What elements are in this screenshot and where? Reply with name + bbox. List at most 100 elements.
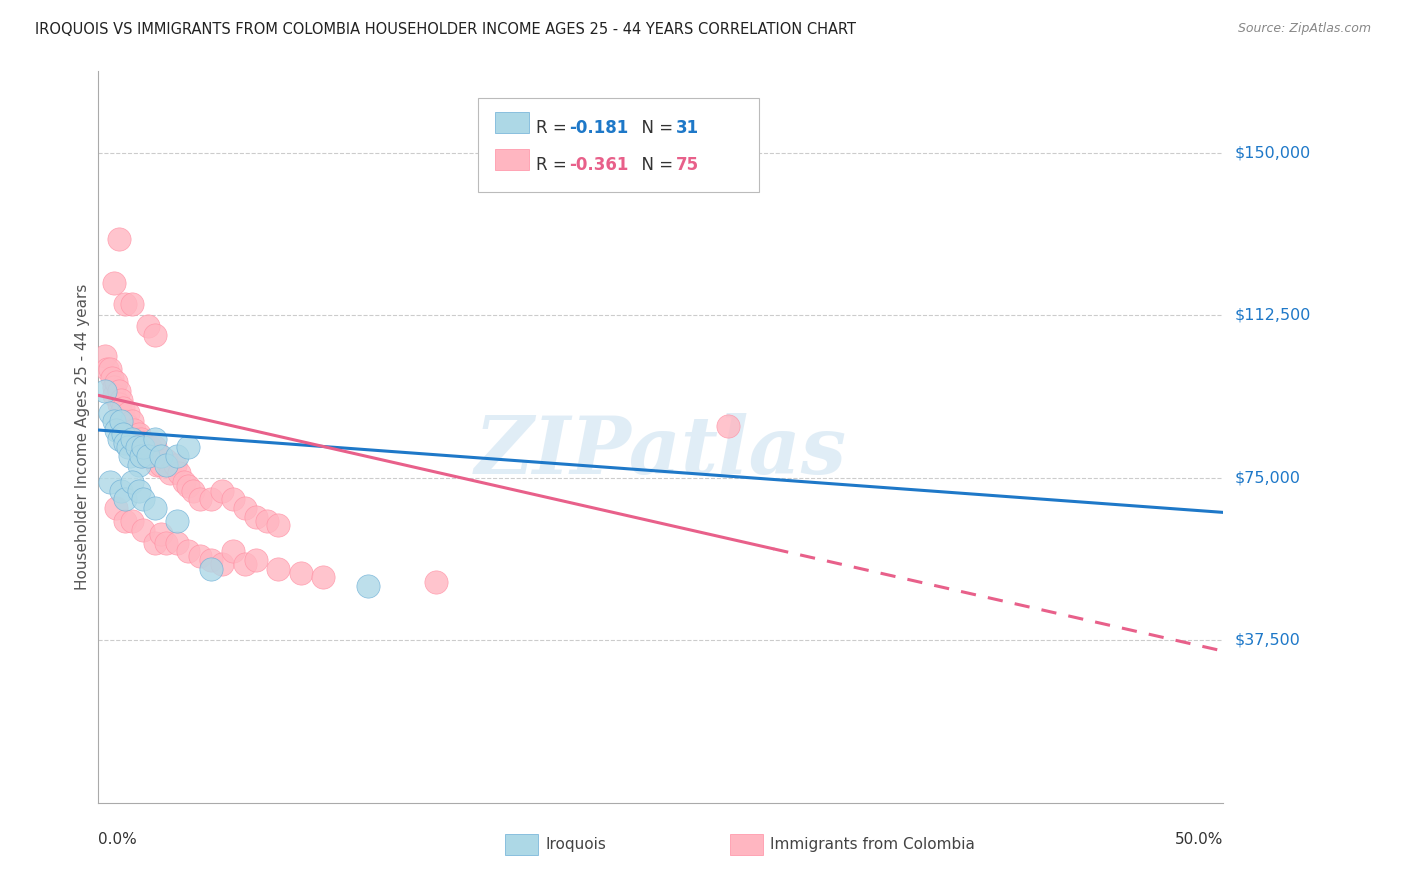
Point [188,549,211,563]
Text: $150,000: $150,000 [1234,145,1310,161]
Point [200,492,222,507]
Text: IROQUOIS VS IMMIGRANTS FROM COLOMBIA HOUSEHOLDER INCOME AGES 25 - 44 YEARS CORRE: IROQUOIS VS IMMIGRANTS FROM COLOMBIA HOU… [35,22,856,37]
Point [132,441,155,455]
Point [188,492,211,507]
Point [103,414,125,428]
Point [128,427,150,442]
Point [132,523,155,537]
Point [256,514,278,528]
Text: N =: N = [631,119,679,136]
Point [105,423,128,437]
Point [117,406,139,420]
Point [107,384,129,398]
Point [141,449,163,463]
Point [143,432,166,446]
Text: -0.361: -0.361 [569,156,628,174]
Point [117,418,139,433]
Text: ZIPatlas: ZIPatlas [475,413,846,491]
Point [150,527,173,541]
Point [114,297,136,311]
Text: Iroquois: Iroquois [546,838,606,852]
Point [98,475,121,489]
Point [121,297,143,311]
Point [290,566,312,580]
Point [103,276,125,290]
Point [121,432,143,446]
Point [132,436,155,450]
Point [114,436,136,450]
Point [105,501,128,516]
Point [173,475,195,489]
Point [110,406,132,420]
Point [107,432,129,446]
Text: $75,000: $75,000 [1234,470,1301,485]
Point [121,514,143,528]
Point [114,514,136,528]
Point [118,423,141,437]
Text: 31: 31 [676,119,699,136]
Point [177,479,200,493]
Point [98,362,121,376]
Point [128,483,150,498]
Text: R =: R = [536,119,572,136]
Point [166,449,188,463]
Point [425,574,447,589]
Point [114,492,136,507]
Point [169,467,191,481]
Point [717,418,740,433]
Point [136,449,159,463]
Point [101,371,124,385]
Point [159,467,181,481]
Point [245,509,267,524]
Point [110,392,132,407]
Point [267,562,290,576]
Point [177,441,200,455]
Point [146,458,169,472]
Point [155,453,177,467]
Point [125,441,148,455]
Point [222,492,245,507]
Point [125,432,148,446]
Point [163,458,186,472]
Point [211,558,233,572]
Y-axis label: Householder Income Ages 25 - 44 years: Householder Income Ages 25 - 44 years [75,284,90,591]
Point [166,514,188,528]
Point [136,318,159,333]
Text: R =: R = [536,156,572,174]
Point [155,535,177,549]
Point [143,501,166,516]
Point [148,449,170,463]
Point [128,441,150,455]
Point [200,562,222,576]
Point [155,458,177,472]
Point [121,427,143,442]
Point [135,441,157,455]
Text: 50.0%: 50.0% [1175,832,1223,847]
Point [150,458,173,472]
Point [233,501,256,516]
Text: N =: N = [631,156,679,174]
Point [107,232,129,246]
Point [245,553,267,567]
Point [222,544,245,558]
Point [103,380,125,394]
Point [132,449,155,463]
Point [114,414,136,428]
Point [357,579,380,593]
Point [211,483,233,498]
Point [94,384,117,398]
Point [117,441,139,455]
Point [103,388,125,402]
Point [143,535,166,549]
Text: 0.0%: 0.0% [98,832,138,847]
Point [136,449,159,463]
Point [121,414,143,428]
Point [129,449,152,463]
Text: $37,500: $37,500 [1234,632,1301,648]
Point [181,483,204,498]
Text: Immigrants from Colombia: Immigrants from Colombia [770,838,976,852]
Point [150,449,173,463]
Point [132,492,155,507]
Point [105,376,128,390]
Point [166,535,188,549]
